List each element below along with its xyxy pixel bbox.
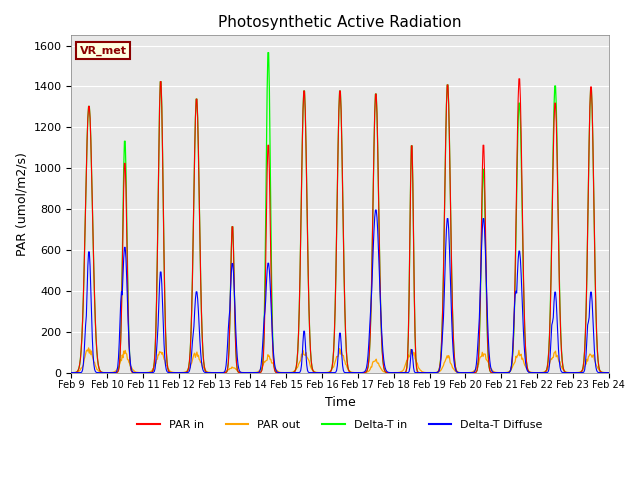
PAR out — [217, 370, 225, 375]
PAR out — [407, 347, 415, 352]
Text: VR_met: VR_met — [79, 46, 127, 56]
PAR out — [605, 370, 612, 375]
Delta-T Diffuse — [77, 370, 85, 375]
Delta-T in — [211, 370, 219, 375]
PAR in — [216, 370, 224, 375]
PAR in — [68, 370, 76, 375]
Line: Delta-T in: Delta-T in — [72, 53, 609, 372]
X-axis label: Time: Time — [324, 396, 355, 409]
PAR out — [77, 365, 85, 371]
Delta-T in — [605, 370, 612, 375]
Delta-T in — [68, 370, 76, 375]
Delta-T Diffuse — [407, 356, 415, 361]
PAR out — [68, 370, 76, 375]
PAR out — [84, 345, 92, 351]
Y-axis label: PAR (umol/m2/s): PAR (umol/m2/s) — [15, 152, 28, 256]
PAR out — [188, 360, 196, 366]
Line: PAR in: PAR in — [72, 79, 609, 372]
PAR in — [211, 370, 219, 375]
Delta-T in — [407, 180, 415, 186]
Line: PAR out: PAR out — [72, 348, 609, 372]
PAR out — [211, 370, 219, 375]
PAR in — [422, 370, 429, 375]
Delta-T Diffuse — [372, 207, 380, 213]
Delta-T in — [77, 348, 85, 353]
Delta-T Diffuse — [187, 359, 195, 365]
Delta-T Diffuse — [422, 370, 430, 375]
PAR in — [187, 332, 195, 338]
PAR in — [77, 348, 85, 353]
PAR in — [132, 370, 140, 375]
Delta-T in — [132, 370, 140, 375]
Delta-T Diffuse — [132, 370, 140, 375]
PAR in — [406, 238, 413, 244]
PAR in — [605, 370, 612, 375]
Line: Delta-T Diffuse: Delta-T Diffuse — [72, 210, 609, 372]
PAR out — [422, 370, 430, 375]
Delta-T Diffuse — [216, 370, 223, 375]
Delta-T in — [265, 50, 273, 56]
Legend: PAR in, PAR out, Delta-T in, Delta-T Diffuse: PAR in, PAR out, Delta-T in, Delta-T Dif… — [133, 416, 547, 434]
PAR in — [516, 76, 524, 82]
Delta-T in — [216, 370, 224, 375]
Title: Photosynthetic Active Radiation: Photosynthetic Active Radiation — [218, 15, 461, 30]
Delta-T in — [187, 332, 195, 338]
Delta-T Diffuse — [68, 370, 76, 375]
Delta-T Diffuse — [605, 370, 612, 375]
Delta-T Diffuse — [390, 370, 398, 375]
PAR out — [133, 370, 141, 375]
Delta-T in — [422, 370, 430, 375]
